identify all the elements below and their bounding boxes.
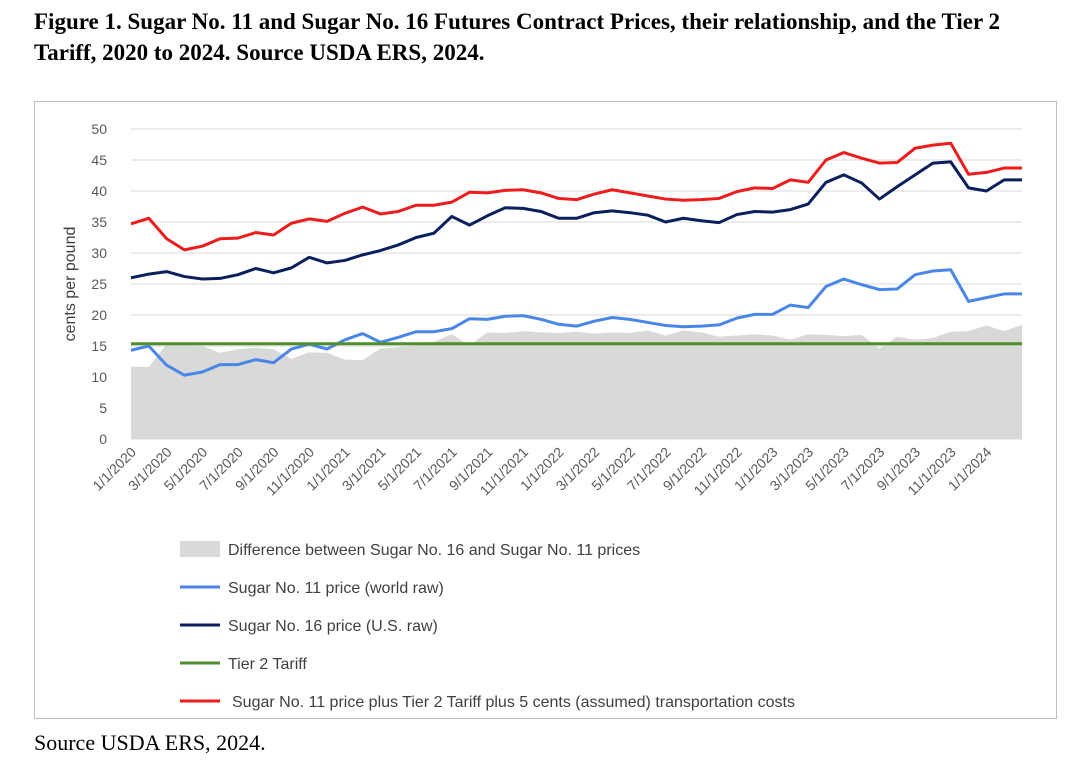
legend-entry: Sugar No. 16 price (U.S. raw): [228, 618, 438, 635]
difference-area-layer: [131, 324, 1022, 439]
legend: Difference between Sugar No. 16 and Suga…: [180, 541, 795, 711]
legend-entry: Tier 2 Tariff: [228, 656, 307, 673]
y-tick-label: 25: [91, 276, 107, 292]
y-tick-label: 5: [99, 400, 107, 416]
y-tick-label: 30: [91, 245, 107, 261]
legend-swatch: [180, 541, 220, 557]
sugar-11-plus-tariff-line: [130, 141, 1022, 252]
figure-title: Figure 1. Sugar No. 11 and Sugar No. 16 …: [34, 9, 1001, 65]
legend-entry: Sugar No. 11 price (world raw): [228, 580, 444, 597]
y-tick-label: 35: [91, 214, 107, 230]
sugar-16-line: [130, 160, 1022, 281]
y-tick-labels: 0 5 10 15 20 25 30 35 40 45 50: [91, 121, 107, 447]
y-tick-label: 15: [91, 338, 107, 354]
y-axis-label: cents per pound: [62, 227, 79, 342]
y-tick-label: 10: [91, 369, 107, 385]
legend-entry: Difference between Sugar No. 16 and Suga…: [228, 542, 640, 559]
y-tick-label: 0: [99, 431, 107, 447]
y-tick-label: 45: [91, 152, 107, 168]
sugar-11-line: [130, 268, 1022, 377]
line-chart: 0 5 10 15 20 25 30 35 40 45 50 1/1/20203/1/20205/1…: [62, 121, 1022, 711]
y-tick-label: 50: [91, 121, 107, 137]
series-lines-layer: [130, 141, 1022, 377]
y-tick-label: 20: [91, 307, 107, 323]
legend-entry: Sugar No. 11 price plus Tier 2 Tariff pl…: [232, 694, 795, 711]
x-tick-labels: 1/1/20203/1/20205/1/20207/1/20209/1/2020…: [89, 444, 994, 499]
chart-frame: 0 5 10 15 20 25 30 35 40 45 50 1/1/2020 3/1/2020 5/1…: [34, 101, 1057, 719]
y-tick-label: 40: [91, 183, 107, 199]
difference-area: [131, 324, 1022, 439]
source-note: Source USDA ERS, 2024.: [34, 730, 266, 755]
